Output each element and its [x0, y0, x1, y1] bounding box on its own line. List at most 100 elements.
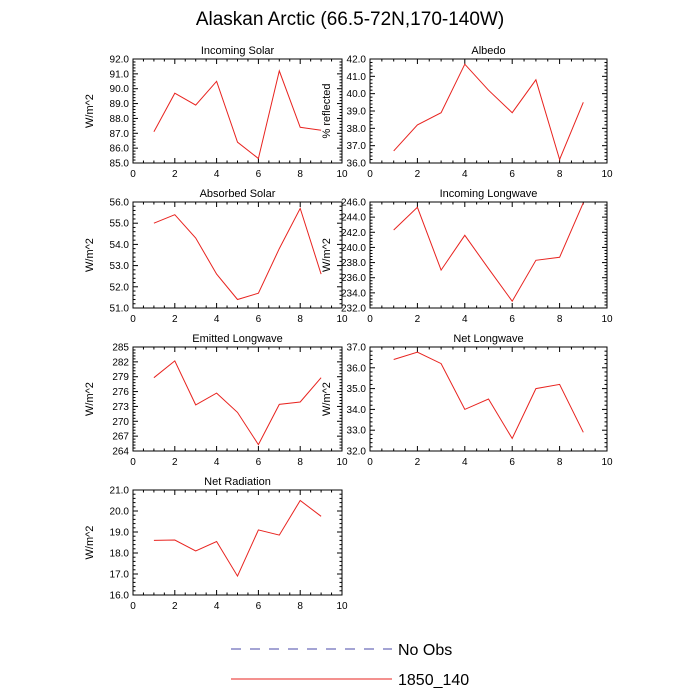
plot-frame [369, 58, 608, 164]
y-axis-label: W/m^2 [84, 238, 96, 272]
y-tick-label: 85.0 [110, 159, 130, 170]
x-tick-label: 8 [297, 457, 303, 468]
x-tick-label: 10 [601, 457, 613, 468]
y-tick-label: 279 [112, 372, 129, 383]
x-tick-label: 10 [336, 314, 348, 325]
plot-frame [369, 201, 608, 309]
x-tick-label: 6 [256, 169, 262, 180]
x-tick-label: 4 [462, 169, 468, 180]
y-tick-label: 37.0 [347, 343, 367, 354]
panel-2: Albedo 36.0 37.0 38.0 39.0 40.0 41.0 42.0 0 2 4 6 8 1… [321, 45, 613, 180]
x-tick-label: 8 [297, 601, 303, 612]
plot-frame [132, 346, 343, 452]
y-tick-label: 276 [112, 387, 129, 398]
panel-4: Incoming Longwave232.0234.0236.0238.0240… [321, 188, 613, 325]
plot-frame [132, 489, 343, 596]
x-tick-label: 10 [601, 314, 613, 325]
y-tick-label: 17.0 [110, 570, 130, 581]
y-tick-label: 33.0 [347, 426, 367, 437]
y-tick-label: 242.0 [341, 228, 366, 239]
x-tick-label: 4 [462, 314, 468, 325]
y-tick-label: 52.0 [110, 282, 130, 293]
y-tick-label: 232.0 [341, 304, 366, 315]
x-tick-label: 8 [557, 169, 563, 180]
y-axis-label: W/m^2 [84, 382, 96, 416]
y-tick-label: 270 [112, 417, 129, 428]
y-axis-label: W/m^2 [84, 526, 96, 560]
y-tick-label: 40.0 [347, 89, 367, 100]
y-tick-label: 246.0 [341, 198, 366, 209]
x-tick-label: 0 [367, 314, 373, 325]
y-tick-label: 35.0 [347, 384, 367, 395]
x-tick-label: 8 [297, 169, 303, 180]
panel-title: Net Longwave [453, 333, 523, 345]
x-tick-label: 0 [130, 314, 136, 325]
series-line [153, 69, 322, 160]
y-tick-label: 36.0 [347, 363, 367, 374]
y-tick-label: 36.0 [347, 159, 367, 170]
x-tick-label: 2 [415, 457, 421, 468]
series-line [393, 202, 584, 303]
y-tick-label: 18.0 [110, 549, 130, 560]
panel-title: Net Radiation [204, 476, 271, 488]
x-tick-label: 2 [415, 314, 421, 325]
x-tick-label: 6 [509, 314, 515, 325]
x-tick-label: 2 [415, 169, 421, 180]
y-tick-label: 92.0 [110, 55, 130, 66]
plot-frame [132, 201, 343, 309]
y-tick-label: 238.0 [341, 258, 366, 269]
panel-title: Incoming Solar [201, 45, 275, 57]
y-tick-label: 34.0 [347, 405, 367, 416]
y-tick-label: 282 [112, 357, 129, 368]
x-tick-label: 6 [509, 457, 515, 468]
x-tick-label: 8 [557, 314, 563, 325]
y-tick-label: 21.0 [110, 486, 130, 497]
x-tick-label: 0 [367, 457, 373, 468]
x-tick-label: 10 [336, 169, 348, 180]
legend-label: 1850_140 [398, 672, 469, 689]
y-tick-label: 32.0 [347, 447, 367, 458]
y-tick-label: 19.0 [110, 528, 130, 539]
panel-title: Albedo [471, 45, 505, 57]
y-tick-label: 54.0 [110, 240, 130, 251]
legend-label: No Obs [398, 642, 452, 659]
series-line [153, 207, 322, 301]
y-tick-label: 87.0 [110, 129, 130, 140]
x-tick-label: 4 [214, 314, 220, 325]
x-tick-label: 2 [172, 169, 178, 180]
x-tick-label: 10 [336, 601, 348, 612]
y-axis-label: W/m^2 [321, 382, 333, 416]
y-tick-label: 53.0 [110, 261, 130, 272]
panel-title: Absorbed Solar [200, 188, 276, 200]
x-tick-label: 6 [256, 601, 262, 612]
x-tick-label: 4 [214, 601, 220, 612]
y-tick-label: 56.0 [110, 198, 130, 209]
y-tick-label: 89.0 [110, 99, 130, 110]
x-tick-label: 4 [214, 169, 220, 180]
y-tick-label: 240.0 [341, 243, 366, 254]
x-tick-label: 2 [172, 314, 178, 325]
x-tick-label: 6 [256, 314, 262, 325]
x-tick-label: 2 [172, 601, 178, 612]
x-tick-label: 6 [256, 457, 262, 468]
y-tick-label: 236.0 [341, 273, 366, 284]
y-tick-label: 273 [112, 402, 129, 413]
y-tick-label: 55.0 [110, 219, 130, 230]
x-tick-label: 4 [462, 457, 468, 468]
y-axis-label: % reflected [321, 83, 333, 138]
panel-title: Incoming Longwave [440, 188, 538, 200]
figure-title: Alaskan Arctic (66.5-72N,170-140W) [195, 9, 505, 30]
y-axis-label: W/m^2 [321, 238, 333, 272]
panel-title: Emitted Longwave [192, 333, 283, 345]
y-axis-label: W/m^2 [84, 94, 96, 128]
y-tick-label: 38.0 [347, 124, 367, 135]
y-tick-label: 42.0 [347, 55, 367, 66]
x-tick-label: 4 [214, 457, 220, 468]
x-tick-label: 10 [601, 169, 613, 180]
y-tick-label: 39.0 [347, 107, 367, 118]
y-tick-label: 285 [112, 343, 129, 354]
panel-5: Emitted Longwave264267270273276279282285… [84, 333, 348, 468]
plot-frame [132, 58, 343, 164]
y-tick-label: 41.0 [347, 72, 367, 83]
